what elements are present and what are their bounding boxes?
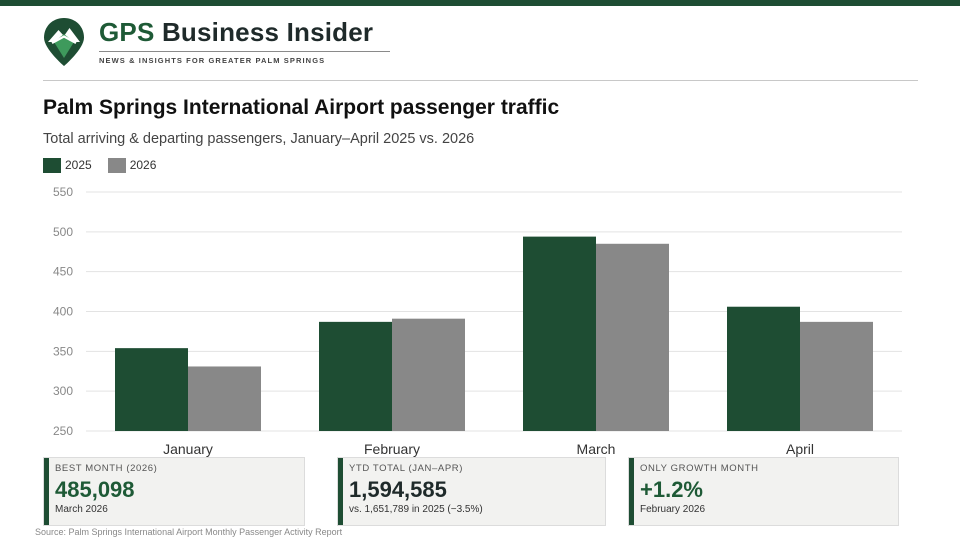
kpi-card-ytd-total: YTD TOTAL (JAN–APR) 1,594,585 vs. 1,651,… — [337, 457, 606, 526]
x-tick-label: April — [786, 441, 814, 457]
y-tick-label: 550 — [53, 185, 73, 199]
kpi-note: March 2026 — [55, 504, 108, 515]
kpi-label: BEST MONTH (2026) — [55, 463, 158, 474]
bar-2025 — [727, 306, 800, 431]
legend-item-2025: 2025 — [43, 157, 92, 173]
kpi-note: February 2026 — [640, 504, 706, 515]
legend-label-2025: 2025 — [65, 158, 92, 172]
kpi-note: vs. 1,651,789 in 2025 (−3.5%) — [349, 504, 483, 515]
legend-item-2026: 2026 — [107, 157, 157, 173]
bar-2025 — [319, 321, 392, 431]
brand-name-prefix: GPS — [99, 17, 155, 47]
y-tick-label: 350 — [53, 344, 73, 358]
header-divider — [43, 80, 918, 81]
legend-label-2026: 2026 — [129, 158, 157, 172]
kpi-card-growth-month: ONLY GROWTH MONTH +1.2% February 2026 — [628, 457, 899, 526]
bar-2026 — [188, 366, 261, 431]
kpi-value: 1,594,585 — [349, 477, 447, 502]
kpi-card-best-month: BEST MONTH (2026) 485,098 March 2026 — [43, 457, 305, 526]
kpi-label: ONLY GROWTH MONTH — [640, 463, 759, 474]
brand-divider — [99, 51, 390, 52]
y-tick-label: 450 — [53, 265, 73, 279]
bar-2025 — [115, 348, 188, 431]
x-tick-label: January — [163, 441, 213, 457]
kpi-label: YTD TOTAL (JAN–APR) — [349, 463, 463, 474]
chart-title: Palm Springs International Airport passe… — [43, 96, 560, 119]
mountain-pin-logo — [44, 18, 84, 66]
y-tick-label: 400 — [53, 305, 73, 319]
bar-2026 — [392, 318, 465, 431]
bar-chart: 250 300 350 400 450 500 550 January February Marc… — [53, 185, 902, 457]
chart-legend: 2025 2026 — [43, 157, 172, 173]
kpi-accent-bar — [44, 458, 49, 525]
bar-2026 — [800, 321, 873, 431]
bar-2026 — [596, 243, 669, 431]
kpi-value: +1.2% — [640, 477, 703, 502]
bar-2025 — [523, 236, 596, 431]
legend-swatch-2025 — [43, 157, 61, 173]
kpi-accent-bar — [629, 458, 634, 525]
brand-tagline: NEWS & INSIGHTS FOR GREATER PALM SPRINGS — [99, 56, 326, 65]
x-tick-label: March — [577, 441, 616, 457]
y-tick-label: 500 — [53, 225, 73, 239]
y-tick-label: 250 — [53, 424, 73, 438]
brand-name: GPS Business Insider — [99, 17, 373, 48]
y-tick-label: 300 — [53, 384, 73, 398]
kpi-value: 485,098 — [55, 477, 135, 502]
legend-swatch-2026 — [107, 157, 126, 173]
source-note: Source: Palm Springs International Airpo… — [35, 527, 343, 537]
brand-name-rest: Business Insider — [154, 17, 374, 47]
x-tick-label: February — [364, 441, 420, 457]
chart-subtitle: Total arriving & departing passengers, J… — [43, 131, 475, 147]
top-accent-bar — [0, 0, 960, 6]
kpi-accent-bar — [338, 458, 343, 525]
